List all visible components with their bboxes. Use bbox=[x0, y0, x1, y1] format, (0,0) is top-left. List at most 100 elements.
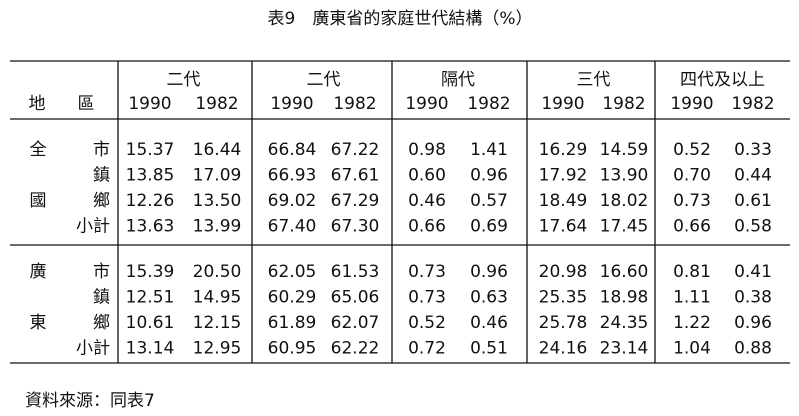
cell-value: 61.89 bbox=[268, 313, 317, 333]
cell-value: 66.93 bbox=[268, 166, 317, 186]
footnote: 資料來源：同表7 bbox=[25, 391, 155, 411]
cell-value: 16.44 bbox=[193, 140, 242, 160]
cell-value: 0.96 bbox=[734, 313, 772, 333]
cell-value: 12.15 bbox=[193, 313, 242, 333]
cell-value: 17.64 bbox=[539, 217, 588, 237]
cell-value: 18.98 bbox=[600, 288, 649, 308]
row-label: 鎮 bbox=[93, 166, 110, 186]
cell-value: 0.98 bbox=[408, 140, 446, 160]
cell-value: 0.69 bbox=[470, 217, 508, 237]
cell-value: 0.57 bbox=[470, 191, 508, 211]
year-header: 1982 bbox=[195, 94, 238, 114]
cell-value: 66.84 bbox=[268, 140, 317, 160]
cell-value: 0.88 bbox=[734, 339, 772, 359]
cell-value: 12.51 bbox=[126, 288, 175, 308]
cell-value: 1.41 bbox=[470, 140, 508, 160]
group-header: 二代 bbox=[307, 70, 341, 90]
cell-value: 1.22 bbox=[673, 313, 711, 333]
cell-value: 16.29 bbox=[539, 140, 588, 160]
region-label: 國 bbox=[30, 191, 47, 211]
cell-value: 13.90 bbox=[600, 166, 649, 186]
cell-value: 0.46 bbox=[408, 191, 446, 211]
cell-value: 24.35 bbox=[600, 313, 649, 333]
row-label: 鄉 bbox=[93, 191, 110, 211]
cell-value: 0.52 bbox=[673, 140, 711, 160]
cell-value: 23.14 bbox=[600, 339, 649, 359]
row-label: 鎮 bbox=[93, 288, 110, 308]
cell-value: 0.70 bbox=[673, 166, 711, 186]
row-label: 市 bbox=[93, 140, 110, 160]
cell-value: 25.35 bbox=[539, 288, 588, 308]
cell-value: 67.22 bbox=[331, 140, 380, 160]
cell-value: 12.26 bbox=[126, 191, 175, 211]
cell-value: 14.59 bbox=[600, 140, 649, 160]
corner-header: 區 bbox=[78, 94, 95, 114]
cell-value: 0.63 bbox=[470, 288, 508, 308]
cell-value: 24.16 bbox=[539, 339, 588, 359]
cell-value: 0.73 bbox=[408, 262, 446, 282]
cell-value: 0.44 bbox=[734, 166, 772, 186]
cell-value: 13.85 bbox=[126, 166, 175, 186]
year-header: 1990 bbox=[270, 94, 313, 114]
cell-value: 13.50 bbox=[193, 191, 242, 211]
row-label: 市 bbox=[93, 262, 110, 282]
cell-value: 0.66 bbox=[673, 217, 711, 237]
year-header: 1982 bbox=[333, 94, 376, 114]
cell-value: 62.05 bbox=[268, 262, 317, 282]
cell-value: 0.73 bbox=[408, 288, 446, 308]
cell-value: 0.38 bbox=[734, 288, 772, 308]
cell-value: 67.29 bbox=[331, 191, 380, 211]
year-header: 1982 bbox=[467, 94, 510, 114]
cell-value: 14.95 bbox=[193, 288, 242, 308]
cell-value: 67.40 bbox=[268, 217, 317, 237]
cell-value: 0.33 bbox=[734, 140, 772, 160]
cell-value: 0.81 bbox=[673, 262, 711, 282]
cell-value: 0.72 bbox=[408, 339, 446, 359]
cell-value: 0.41 bbox=[734, 262, 772, 282]
cell-value: 67.30 bbox=[331, 217, 380, 237]
cell-value: 1.04 bbox=[673, 339, 711, 359]
year-header: 1990 bbox=[128, 94, 171, 114]
cell-value: 18.02 bbox=[600, 191, 649, 211]
year-header: 1982 bbox=[731, 94, 774, 114]
cell-value: 25.78 bbox=[539, 313, 588, 333]
cell-value: 0.60 bbox=[408, 166, 446, 186]
cell-value: 10.61 bbox=[126, 313, 175, 333]
table-title: 表9 廣東省的家庭世代結構（%） bbox=[268, 9, 533, 29]
cell-value: 61.53 bbox=[331, 262, 380, 282]
cell-value: 20.50 bbox=[193, 262, 242, 282]
cell-value: 13.14 bbox=[126, 339, 175, 359]
cell-value: 16.60 bbox=[600, 262, 649, 282]
cell-value: 65.06 bbox=[331, 288, 380, 308]
cell-value: 0.52 bbox=[408, 313, 446, 333]
cell-value: 12.95 bbox=[193, 339, 242, 359]
cell-value: 1.11 bbox=[673, 288, 711, 308]
cell-value: 0.66 bbox=[408, 217, 446, 237]
region-label: 廣 bbox=[30, 262, 47, 282]
cell-value: 0.46 bbox=[470, 313, 508, 333]
cell-value: 62.22 bbox=[331, 339, 380, 359]
cell-value: 13.99 bbox=[193, 217, 242, 237]
group-header: 四代及以上 bbox=[680, 70, 765, 90]
cell-value: 0.51 bbox=[470, 339, 508, 359]
cell-value: 17.45 bbox=[600, 217, 649, 237]
year-header: 1982 bbox=[602, 94, 645, 114]
group-header: 隔代 bbox=[441, 70, 475, 90]
row-label: 小計 bbox=[76, 217, 110, 237]
cell-value: 17.92 bbox=[539, 166, 588, 186]
cell-value: 15.39 bbox=[126, 262, 175, 282]
cell-value: 15.37 bbox=[126, 140, 175, 160]
cell-value: 0.58 bbox=[734, 217, 772, 237]
cell-value: 62.07 bbox=[331, 313, 380, 333]
row-label: 鄉 bbox=[93, 313, 110, 333]
cell-value: 13.63 bbox=[126, 217, 175, 237]
cell-value: 20.98 bbox=[539, 262, 588, 282]
group-header: 二代 bbox=[167, 70, 201, 90]
region-label: 全 bbox=[30, 140, 47, 160]
cell-value: 0.96 bbox=[470, 166, 508, 186]
cell-value: 60.29 bbox=[268, 288, 317, 308]
corner-header: 地 bbox=[29, 94, 46, 114]
cell-value: 18.49 bbox=[539, 191, 588, 211]
cell-value: 0.96 bbox=[470, 262, 508, 282]
